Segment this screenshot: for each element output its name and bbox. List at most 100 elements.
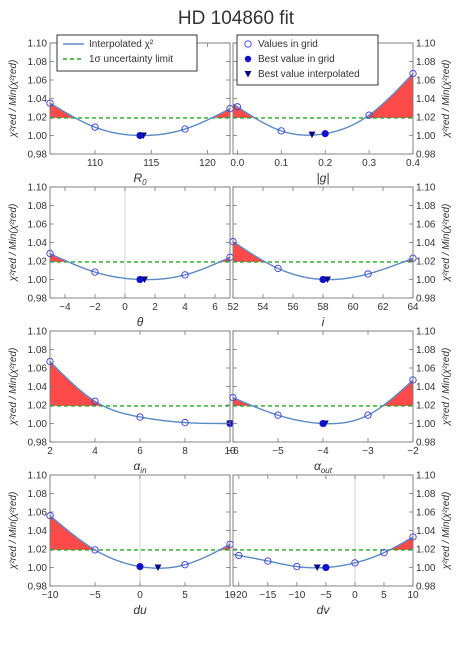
y-axis-label: χ²red / Min(χ²red) <box>8 60 19 139</box>
y-tick-label: 1.00 <box>28 275 48 286</box>
y-axis-label: χ²red / Min(χ²red) <box>441 60 452 139</box>
x-axis-label: αin <box>133 459 147 475</box>
x-tick-label: −5 <box>89 590 101 601</box>
grid-point <box>274 264 282 273</box>
best-grid-marker <box>322 564 330 571</box>
y-tick-label: 1.04 <box>416 94 436 105</box>
x-axis-label: dv <box>317 603 331 617</box>
chart-panel-3: −4 −2 0 2 4 6 0.98 1.00 1.02 1.04 1.06 1.08 1.10 θ χ²r… <box>8 183 234 329</box>
grid-point <box>351 559 359 567</box>
x-axis-label-sub: in <box>140 466 147 475</box>
down-triangle-icon <box>244 71 252 78</box>
y-tick-label: 1.00 <box>416 275 436 286</box>
x-axis-label: i <box>322 315 325 329</box>
x-tick-label: 10 <box>224 590 236 601</box>
x-tick-label: 0.1 <box>274 158 288 169</box>
x-tick-label: 10 <box>407 590 419 601</box>
x-tick-label: −10 <box>42 590 59 601</box>
y-tick-label: 1.04 <box>28 526 48 537</box>
y-tick-label: 1.06 <box>416 76 436 87</box>
y-tick-label: 1.02 <box>416 401 436 412</box>
x-axis-label-sub: 0 <box>142 178 147 187</box>
x-tick-label: 64 <box>407 302 419 313</box>
y-axis-label: χ²red / Min(χ²red) <box>8 204 19 283</box>
y-tick-label: 0.98 <box>416 294 436 305</box>
y-tick-label: 1.10 <box>28 327 48 338</box>
interpolated-curve <box>50 252 230 281</box>
legend-right-item-1: Values in grid <box>258 39 318 50</box>
y-tick-label: 1.08 <box>28 201 48 212</box>
excluded-region <box>233 241 265 262</box>
x-tick-label: 2 <box>47 446 53 457</box>
x-tick-label: −4 <box>59 302 71 313</box>
legend-left-item-1: Interpolated χ² <box>89 39 154 50</box>
grid-point <box>264 557 272 565</box>
x-tick-label: 58 <box>317 302 329 313</box>
plot-area <box>50 102 230 137</box>
y-tick-label: 1.00 <box>28 419 48 430</box>
y-tick-label: 0.98 <box>28 582 48 593</box>
legend-right-item-2: Best value in grid <box>258 54 335 65</box>
chart-panel-2: 0.0 0.1 0.2 0.3 0.40.98 1.00 1.02 1.04 1.06 1.08 1… <box>230 39 452 186</box>
x-tick-label: −20 <box>230 590 247 601</box>
y-tick-label: 1.02 <box>28 545 48 556</box>
y-tick-label: 1.08 <box>416 57 436 68</box>
grid-point <box>91 268 99 276</box>
y-tick-label: 0.98 <box>28 150 48 161</box>
grid-point <box>181 125 189 133</box>
y-tick-label: 1.02 <box>416 113 436 124</box>
best-grid-marker <box>136 276 144 283</box>
excluded-region <box>50 515 94 550</box>
grid-point <box>136 413 144 421</box>
grid-point <box>91 546 99 554</box>
y-tick-label: 1.02 <box>416 257 436 268</box>
y-tick-label: 1.00 <box>416 563 436 574</box>
interpolated-curve <box>50 361 230 425</box>
x-tick-label: 0.0 <box>230 158 244 169</box>
y-tick-label: 1.08 <box>28 345 48 356</box>
y-axis-label: χ²red / Min(χ²red) <box>8 348 19 427</box>
y-tick-label: 1.04 <box>416 526 436 537</box>
x-axis-label: R0 <box>133 171 147 187</box>
x-axis-label: αout <box>314 459 333 475</box>
chart-panel-8: −20 −15 −10 −5 0 5 100.98 1.00 1.02 1.04 1.06 1.08 1… <box>230 471 452 618</box>
interpolated-curve <box>50 102 230 137</box>
legends: Interpolated χ² 1σ uncertainty limit Value… <box>56 34 379 86</box>
y-tick-label: 1.06 <box>28 76 48 87</box>
x-axis-label: du <box>133 603 147 617</box>
x-tick-label: 60 <box>347 302 359 313</box>
x-tick-label: 110 <box>87 158 103 169</box>
interpolated-curve <box>233 379 413 425</box>
grid-point <box>233 103 242 111</box>
y-tick-label: 1.10 <box>416 327 436 338</box>
x-tick-label: 6 <box>212 302 218 313</box>
y-tick-label: 1.04 <box>28 382 48 393</box>
chart-panel-6: −6 −5 −4 −3 −20.98 1.00 1.02 1.04 1.06 1.08 1.10 αo… <box>227 327 452 476</box>
x-tick-label: 0 <box>137 590 143 601</box>
figure-title: HD 104860 fit <box>178 8 295 29</box>
y-tick-label: 1.08 <box>28 57 48 68</box>
y-tick-label: 1.08 <box>416 489 436 500</box>
y-tick-label: 0.98 <box>28 438 48 449</box>
x-tick-label: −10 <box>288 590 305 601</box>
legend-right-item-3: Best value interpolated <box>258 69 360 80</box>
y-tick-label: 1.06 <box>28 364 48 375</box>
x-tick-label: 62 <box>377 302 389 313</box>
y-tick-label: 1.06 <box>416 508 436 519</box>
chart-panel-7: −10 −5 0 5 10 0.98 1.00 1.02 1.04 1.06 1.08 1.10 du χ… <box>8 471 236 618</box>
open-circle-icon <box>244 40 252 48</box>
panels: 110 115 120 0.98 1.00 1.02 1.04 1.06 1.08 1.10 R0 χ… <box>8 39 452 618</box>
x-tick-label: 0.3 <box>362 158 376 169</box>
x-tick-label: −2 <box>407 446 419 457</box>
best-interpolated-marker <box>154 564 162 571</box>
x-tick-label: 120 <box>199 158 216 169</box>
grid-point <box>380 549 388 557</box>
plot-area <box>50 361 230 425</box>
y-tick-label: 1.10 <box>416 471 436 482</box>
plot-area <box>233 240 413 281</box>
y-axis-label: χ²red / Min(χ²red) <box>8 492 19 571</box>
legend-right-box <box>236 34 379 86</box>
y-tick-label: 1.00 <box>28 563 48 574</box>
x-tick-label: 56 <box>287 302 299 313</box>
